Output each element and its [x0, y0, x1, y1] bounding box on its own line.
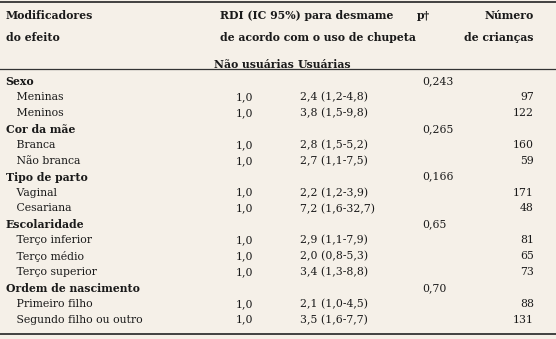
Text: Terço superior: Terço superior — [6, 267, 96, 277]
Text: Terço inferior: Terço inferior — [6, 235, 92, 245]
Text: Cor da mãe: Cor da mãe — [6, 124, 75, 135]
Text: 0,70: 0,70 — [423, 283, 447, 293]
Text: 1,0: 1,0 — [236, 267, 254, 277]
Text: 131: 131 — [513, 315, 534, 325]
Text: 1,0: 1,0 — [236, 108, 254, 118]
Text: 3,4 (1,3-8,8): 3,4 (1,3-8,8) — [300, 267, 369, 277]
Text: 73: 73 — [520, 267, 534, 277]
Text: 1,0: 1,0 — [236, 203, 254, 213]
Text: Não usuárias: Não usuárias — [214, 59, 294, 70]
Text: de acordo com o uso de chupeta: de acordo com o uso de chupeta — [220, 32, 415, 43]
Text: Terço médio: Terço médio — [6, 251, 83, 262]
Text: RDI (IC 95%) para desmame: RDI (IC 95%) para desmame — [220, 10, 393, 21]
Text: 48: 48 — [520, 203, 534, 213]
Text: 88: 88 — [520, 299, 534, 309]
Text: 171: 171 — [513, 187, 534, 198]
Text: Escolaridade: Escolaridade — [6, 219, 84, 230]
Text: Primeiro filho: Primeiro filho — [6, 299, 92, 309]
Text: 1,0: 1,0 — [236, 156, 254, 166]
Text: 1,0: 1,0 — [236, 187, 254, 198]
Text: 160: 160 — [513, 140, 534, 150]
Text: Não branca: Não branca — [6, 156, 80, 166]
Text: 1,0: 1,0 — [236, 251, 254, 261]
Text: Meninas: Meninas — [6, 92, 63, 102]
Text: 2,4 (1,2-4,8): 2,4 (1,2-4,8) — [300, 92, 368, 102]
Text: 1,0: 1,0 — [236, 92, 254, 102]
Text: Modificadores: Modificadores — [6, 10, 93, 21]
Text: 1,0: 1,0 — [236, 315, 254, 325]
Text: 65: 65 — [520, 251, 534, 261]
Text: Meninos: Meninos — [6, 108, 63, 118]
Text: do efeito: do efeito — [6, 32, 59, 43]
Text: 3,8 (1,5-9,8): 3,8 (1,5-9,8) — [300, 108, 368, 118]
Text: 59: 59 — [520, 156, 534, 166]
Text: 1,0: 1,0 — [236, 299, 254, 309]
Text: 0,166: 0,166 — [423, 172, 454, 182]
Text: Segundo filho ou outro: Segundo filho ou outro — [6, 315, 142, 325]
Text: 2,9 (1,1-7,9): 2,9 (1,1-7,9) — [300, 235, 368, 245]
Text: p†: p† — [417, 10, 430, 21]
Text: de crianças: de crianças — [464, 32, 534, 43]
Text: 1,0: 1,0 — [236, 235, 254, 245]
Text: Vaginal: Vaginal — [6, 187, 57, 198]
Text: 3,5 (1,6-7,7): 3,5 (1,6-7,7) — [300, 315, 368, 325]
Text: 2,0 (0,8-5,3): 2,0 (0,8-5,3) — [300, 251, 369, 261]
Text: Tipo de parto: Tipo de parto — [6, 172, 87, 183]
Text: Branca: Branca — [6, 140, 55, 150]
Text: 2,8 (1,5-5,2): 2,8 (1,5-5,2) — [300, 140, 368, 150]
Text: Sexo: Sexo — [6, 76, 34, 87]
Text: Cesariana: Cesariana — [6, 203, 71, 213]
Text: Usuárias: Usuárias — [297, 59, 351, 70]
Text: 0,243: 0,243 — [423, 76, 454, 86]
Text: 0,265: 0,265 — [423, 124, 454, 134]
Text: 81: 81 — [520, 235, 534, 245]
Text: 1,0: 1,0 — [236, 140, 254, 150]
Text: 0,65: 0,65 — [423, 219, 447, 229]
Text: 122: 122 — [513, 108, 534, 118]
Text: 2,7 (1,1-7,5): 2,7 (1,1-7,5) — [300, 156, 368, 166]
Text: Número: Número — [484, 10, 534, 21]
Text: 2,2 (1,2-3,9): 2,2 (1,2-3,9) — [300, 187, 369, 198]
Text: 2,1 (1,0-4,5): 2,1 (1,0-4,5) — [300, 299, 368, 309]
Text: 97: 97 — [520, 92, 534, 102]
Text: Ordem de nascimento: Ordem de nascimento — [6, 283, 140, 294]
Text: 7,2 (1,6-32,7): 7,2 (1,6-32,7) — [300, 203, 375, 214]
